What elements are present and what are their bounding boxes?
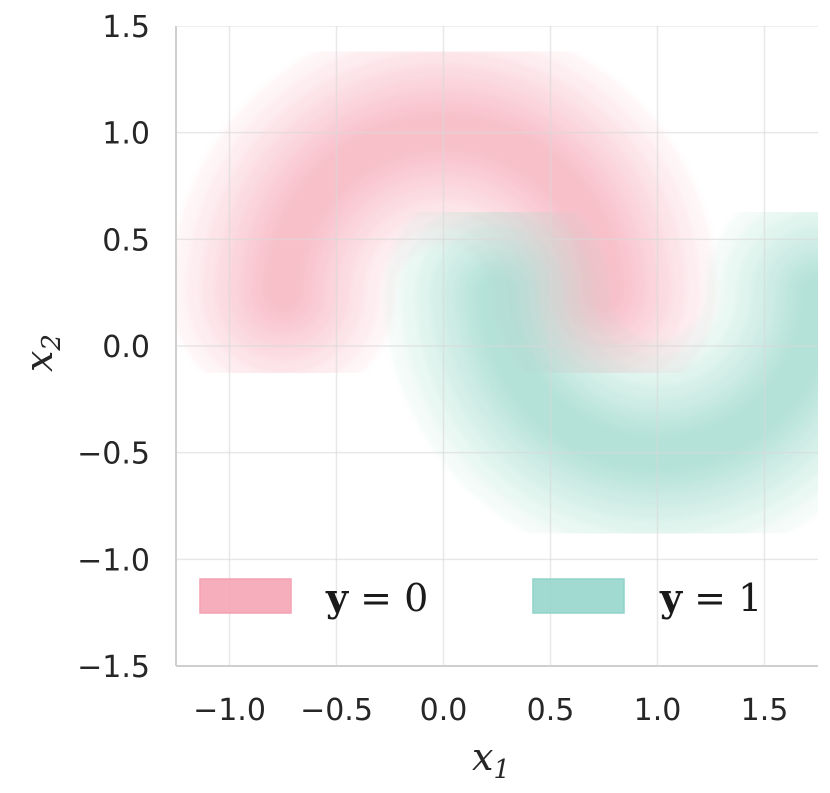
legend-swatch-1 — [532, 578, 625, 614]
y-tick-labels: −1.5 −1.0 −0.5 0.0 0.5 1.0 1.5 — [77, 10, 150, 685]
x-tick-label-5: 1.5 — [741, 693, 789, 728]
legend: y = 0 y = 1 — [199, 575, 762, 620]
legend-label-1: y = 1 — [659, 575, 762, 620]
x-tick-label-3: 0.5 — [527, 693, 575, 728]
y-axis-label: x2 — [17, 334, 67, 372]
legend-swatch-0 — [199, 578, 292, 614]
y-tick-label-5: 1.0 — [102, 117, 150, 152]
y-tick-label-1: −1.0 — [77, 543, 150, 578]
y-tick-label-0: −1.5 — [77, 650, 150, 685]
x-axis-label: x1 — [472, 735, 510, 785]
y-tick-label-4: 0.5 — [102, 223, 150, 258]
y-tick-label-2: −0.5 — [77, 437, 150, 472]
x-tick-label-1: −0.5 — [300, 693, 373, 728]
y-tick-label-3: 0.0 — [102, 330, 150, 365]
x-tick-label-0: −1.0 — [193, 693, 266, 728]
legend-label-0: y = 0 — [325, 575, 428, 620]
grid-layer — [176, 26, 818, 666]
x-tick-label-2: 0.0 — [420, 693, 468, 728]
x-tick-labels: −1.0 −0.5 0.0 0.5 1.0 1.5 — [193, 693, 788, 728]
x-tick-label-4: 1.0 — [634, 693, 682, 728]
y-tick-label-6: 1.5 — [102, 10, 150, 45]
